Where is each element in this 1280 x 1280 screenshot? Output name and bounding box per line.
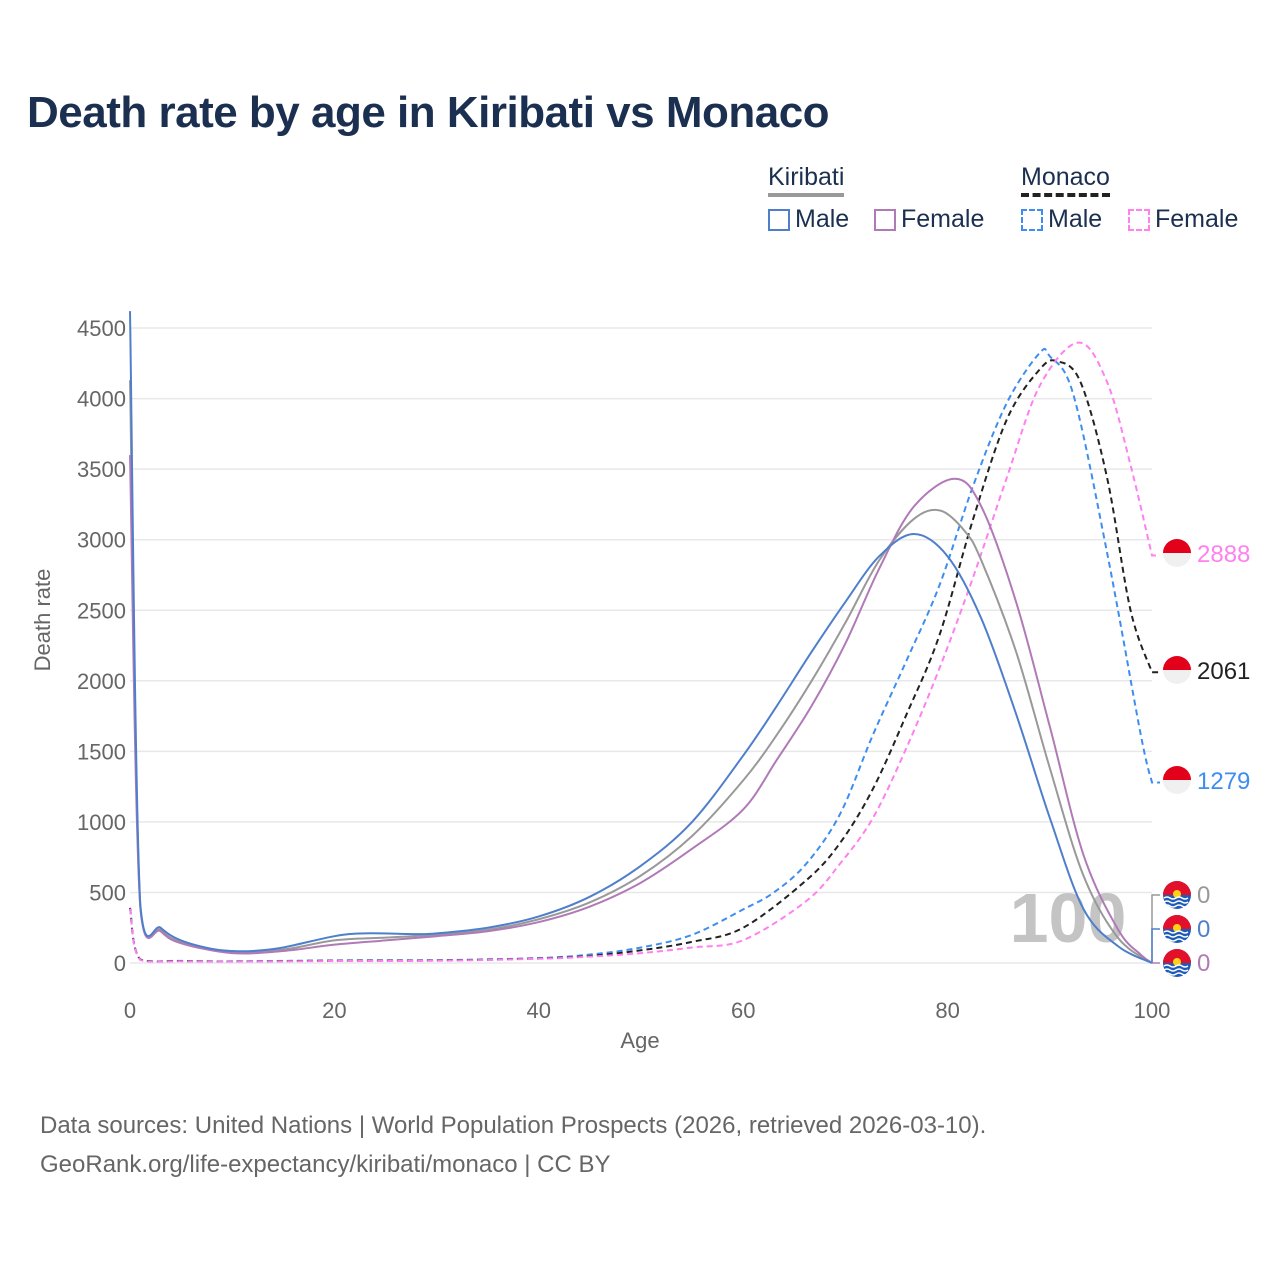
series-line-monaco-male xyxy=(129,347,1160,963)
legend-group-kiribati: Kiribati xyxy=(768,163,845,197)
legend-kiribati-label: Kiribati xyxy=(768,163,845,191)
end-label-kiribati-male: 0 xyxy=(1197,916,1210,943)
x-tick-label: 60 xyxy=(731,998,755,1023)
flag-sun xyxy=(1173,924,1181,932)
y-tick-label: 500 xyxy=(89,880,126,905)
end-label-kiribati-total: 0 xyxy=(1197,882,1210,909)
x-tick-label: 80 xyxy=(935,998,959,1023)
series-line-monaco-female xyxy=(129,341,1160,963)
flag-red xyxy=(1163,539,1191,553)
flag-red xyxy=(1163,881,1191,895)
y-axis-label: Death rate xyxy=(30,569,55,672)
legend-label: Male xyxy=(1048,205,1103,233)
flag-wave xyxy=(1163,964,1189,968)
y-tick-label: 3500 xyxy=(77,457,126,482)
footer-sources: Data sources: United Nations | World Pop… xyxy=(40,1112,987,1139)
end-label-monaco-male: 1279 xyxy=(1197,768,1250,795)
flag-red xyxy=(1163,766,1191,780)
y-tick-label: 3000 xyxy=(77,528,126,553)
kiribati-flag-icon xyxy=(1163,915,1191,943)
y-tick-label: 2000 xyxy=(77,669,126,694)
connector-kiribati-male xyxy=(1151,928,1160,963)
series-line-kiribati-female xyxy=(129,455,1153,964)
x-axis-label: Age xyxy=(620,1028,659,1053)
age-watermark: 100 xyxy=(1010,879,1127,957)
end-label-kiribati-female: 0 xyxy=(1197,950,1210,977)
series-line-monaco-total xyxy=(129,359,1160,963)
legend-kiribati-line xyxy=(768,193,845,197)
footer: Data sources: United Nations | World Pop… xyxy=(40,1106,986,1184)
legend-monaco-female[interactable]: Female xyxy=(1128,205,1238,234)
x-tick-label: 20 xyxy=(322,998,346,1023)
chart-title: Death rate by age in Kiribati vs Monaco xyxy=(27,88,830,137)
flag-wave xyxy=(1163,938,1189,942)
legend-monaco-label: Monaco xyxy=(1021,163,1110,191)
y-tick-label: 0 xyxy=(114,951,126,976)
legend-group-monaco: Monaco xyxy=(1021,163,1110,197)
flag-sun xyxy=(1173,958,1181,966)
footer-link[interactable]: GeoRank.org/life-expectancy/kiribati/mon… xyxy=(40,1151,611,1178)
y-tick-label: 4500 xyxy=(77,316,126,341)
kiribati-flag-icon xyxy=(1163,881,1191,909)
y-tick-label: 4000 xyxy=(77,387,126,412)
monaco-flag-icon xyxy=(1163,539,1191,567)
end-label-monaco-female: 2888 xyxy=(1197,541,1250,568)
legend-label: Male xyxy=(795,205,850,233)
legend-monaco-male[interactable]: Male xyxy=(1021,205,1102,234)
flag-wave xyxy=(1163,934,1189,938)
flag-wave xyxy=(1163,904,1189,908)
monaco-flag-icon xyxy=(1163,766,1191,794)
legend-swatch xyxy=(874,208,896,231)
x-tick-label: 0 xyxy=(124,998,136,1023)
flag-wave xyxy=(1163,896,1189,900)
flag-red xyxy=(1163,949,1191,963)
x-tick-label: 40 xyxy=(527,998,551,1023)
series-line-kiribati-male xyxy=(129,311,1153,964)
kiribati-flag-icon xyxy=(1163,949,1191,977)
flag-wave xyxy=(1163,972,1189,976)
y-tick-label: 1500 xyxy=(77,739,126,764)
legend-kiribati-male[interactable]: Male xyxy=(768,205,849,234)
y-tick-label: 2500 xyxy=(77,598,126,623)
x-tick-label: 100 xyxy=(1134,998,1171,1023)
series-line-kiribati-total xyxy=(129,380,1153,964)
flag-wave xyxy=(1163,900,1189,904)
end-label-monaco-total: 2061 xyxy=(1197,658,1250,685)
flag-red xyxy=(1163,656,1191,670)
legend-kiribati-female[interactable]: Female xyxy=(874,205,984,234)
y-tick-label: 1000 xyxy=(77,810,126,835)
legend-label: Female xyxy=(1155,205,1239,233)
legend-monaco-line xyxy=(1021,193,1110,197)
legend-swatch xyxy=(1021,208,1043,231)
flag-red xyxy=(1163,915,1191,929)
flag-wave xyxy=(1163,968,1189,972)
monaco-flag-icon xyxy=(1163,656,1191,684)
legend-label: Female xyxy=(901,205,985,233)
legend-swatch xyxy=(1128,208,1150,231)
flag-wave xyxy=(1163,930,1189,934)
legend-swatch xyxy=(768,208,790,231)
flag-sun xyxy=(1173,890,1181,898)
